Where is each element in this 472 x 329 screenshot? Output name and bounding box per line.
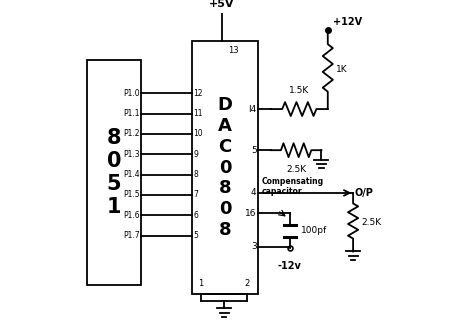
Text: P1.5: P1.5 [123,190,140,199]
Text: 2.5K: 2.5K [361,218,381,227]
Text: P1.0: P1.0 [123,89,140,98]
Text: 8: 8 [193,170,198,179]
Text: O/P: O/P [354,188,373,198]
Text: 16: 16 [245,209,257,218]
Text: P1.3: P1.3 [123,150,140,159]
Text: 5: 5 [251,146,257,155]
Text: 1.5K: 1.5K [289,86,310,95]
Text: 5: 5 [193,231,198,240]
Text: 12: 12 [193,89,203,98]
Text: 7: 7 [193,190,198,199]
Bar [87,60,141,285]
Text: +5V: +5V [209,0,235,9]
Text: P1.7: P1.7 [123,231,140,240]
Text: 10: 10 [193,129,203,139]
Text: 6: 6 [193,211,198,220]
Text: -12v: -12v [278,261,302,271]
Text: P1.4: P1.4 [123,170,140,179]
Text: 4: 4 [251,189,257,197]
Text: 9: 9 [193,150,198,159]
Text: 100pf: 100pf [301,226,327,235]
Text: 2: 2 [244,279,250,288]
Text: P1.2: P1.2 [123,129,140,139]
Text: P1.6: P1.6 [123,211,140,220]
Text: 2.5K: 2.5K [286,165,306,174]
Text: I4: I4 [248,105,257,114]
Bar [192,41,258,294]
Text: 13: 13 [228,46,239,55]
Text: +12V: +12V [332,17,362,27]
Text: 11: 11 [193,109,203,118]
Text: D
A
C
0
8
0
8: D A C 0 8 0 8 [218,96,232,239]
Text: 1K: 1K [336,65,347,74]
Text: P1.1: P1.1 [123,109,140,118]
Text: Compensating
capacitor: Compensating capacitor [261,177,323,196]
Text: 8
0
5
1: 8 0 5 1 [107,128,121,217]
Text: 1: 1 [199,279,204,288]
Text: 3: 3 [251,242,257,251]
